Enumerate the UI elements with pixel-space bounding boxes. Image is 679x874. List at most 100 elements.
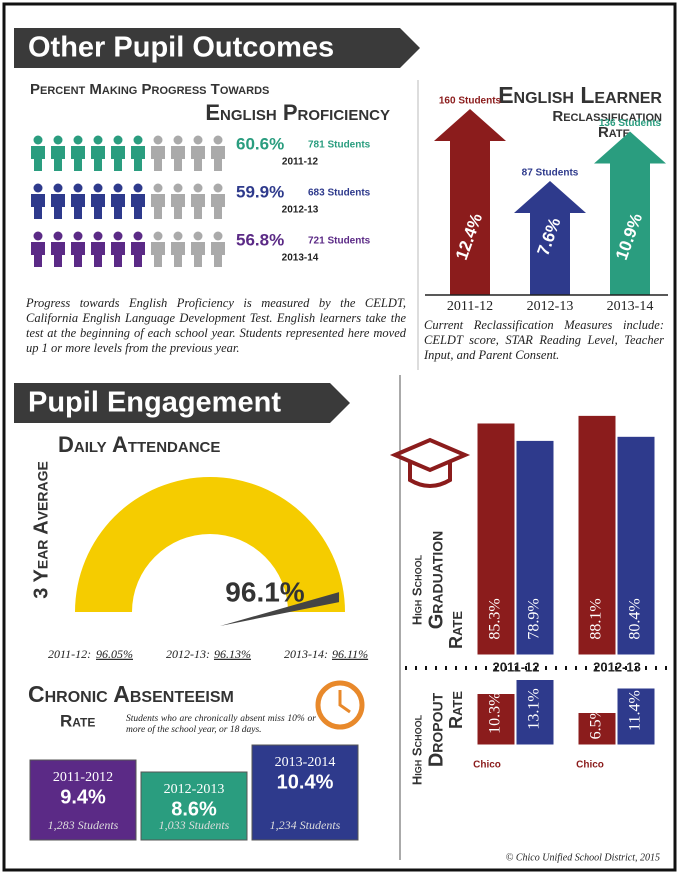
logo: Chico xyxy=(473,760,501,771)
person-body xyxy=(71,146,85,171)
person-icon xyxy=(151,135,165,171)
person-head xyxy=(173,135,183,145)
box-students: 1,033 Students xyxy=(159,818,230,832)
year-label: 2011-12 xyxy=(447,299,493,314)
bar xyxy=(616,435,656,656)
person-icon xyxy=(71,183,85,219)
bar xyxy=(476,422,516,656)
person-icon xyxy=(171,183,185,219)
person-icon xyxy=(131,231,145,267)
person-icon xyxy=(71,135,85,171)
person-icon xyxy=(191,183,205,219)
person-body xyxy=(151,194,165,219)
banner xyxy=(14,28,420,68)
students-label: 683 Students xyxy=(308,188,371,199)
note: Progress towards English Proficiency is … xyxy=(26,296,406,355)
person-body xyxy=(71,194,85,219)
box-year: 2012-2013 xyxy=(164,782,225,797)
students-label: 87 Students xyxy=(522,168,579,179)
value-label: 13.1% xyxy=(526,688,543,729)
person-body xyxy=(191,194,205,219)
person-icon xyxy=(211,183,225,219)
students-label: 160 Students xyxy=(439,96,502,107)
clock-hands xyxy=(338,690,351,714)
person-icon xyxy=(151,183,165,219)
students-label: 781 Students xyxy=(308,140,371,151)
person-icon xyxy=(31,135,45,171)
person-head xyxy=(173,231,183,241)
bar xyxy=(515,679,555,746)
person-icon xyxy=(171,231,185,267)
side-label: Graduation xyxy=(425,531,447,630)
person-head xyxy=(113,231,123,241)
students-label: 721 Students xyxy=(308,236,371,247)
arrow-bar xyxy=(594,131,666,295)
chart-title: Rate xyxy=(598,124,630,141)
person-head xyxy=(53,135,63,145)
chart-title: Rate xyxy=(60,711,95,730)
box-value: 10.4% xyxy=(277,771,334,793)
note: Students who are chronically absent miss… xyxy=(126,714,316,735)
person-body xyxy=(31,242,45,267)
person-body xyxy=(71,242,85,267)
person-body xyxy=(151,146,165,171)
box-year: 2011-2012 xyxy=(53,770,113,785)
gauge xyxy=(75,477,345,612)
person-body xyxy=(131,242,145,267)
person-icon xyxy=(191,135,205,171)
person-body xyxy=(131,194,145,219)
stat-box xyxy=(251,744,359,841)
side-label: High School xyxy=(409,554,424,625)
gauge-needle xyxy=(220,592,340,626)
person-head xyxy=(33,231,43,241)
value-label: 59.9% xyxy=(236,182,284,201)
person-icon xyxy=(131,135,145,171)
person-head xyxy=(73,183,83,193)
person-head xyxy=(93,135,103,145)
person-head xyxy=(93,183,103,193)
person-head xyxy=(213,135,223,145)
person-icon xyxy=(31,183,45,219)
person-icon xyxy=(71,231,85,267)
bar xyxy=(577,712,617,746)
value-label: 60.6% xyxy=(236,134,284,153)
box-year: 2013-2014 xyxy=(275,755,336,770)
person-head xyxy=(53,183,63,193)
person-head xyxy=(53,231,63,241)
side-label: 3 Year Average xyxy=(30,461,52,599)
chart-title: English Learner xyxy=(498,82,662,108)
person-head xyxy=(153,183,163,193)
value-label: 85.3% xyxy=(487,598,504,639)
person-body xyxy=(211,194,225,219)
person-head xyxy=(73,231,83,241)
person-icon xyxy=(111,231,125,267)
chart-title: Daily Attendance xyxy=(58,432,220,457)
person-head xyxy=(93,231,103,241)
person-icon xyxy=(51,231,65,267)
person-icon xyxy=(171,135,185,171)
person-icon xyxy=(51,183,65,219)
person-body xyxy=(91,194,105,219)
person-head xyxy=(153,135,163,145)
value-label: 11.4% xyxy=(627,690,644,731)
year-label: 2013-14 xyxy=(282,253,319,264)
person-head xyxy=(133,135,143,145)
person-icon xyxy=(91,183,105,219)
person-icon xyxy=(51,135,65,171)
person-icon xyxy=(211,231,225,267)
year-value: 96.05% xyxy=(96,647,133,661)
box-students: 1,234 Students xyxy=(270,818,341,832)
chart-title: Chronic Absenteeism xyxy=(28,681,234,707)
person-body xyxy=(151,242,165,267)
person-body xyxy=(111,242,125,267)
person-icon xyxy=(131,183,145,219)
person-body xyxy=(171,146,185,171)
year-label: 2011-12 xyxy=(282,157,319,168)
person-body xyxy=(91,242,105,267)
person-head xyxy=(213,183,223,193)
side-label: Rate xyxy=(446,611,466,649)
person-body xyxy=(111,194,125,219)
person-body xyxy=(171,242,185,267)
bar xyxy=(476,693,516,746)
